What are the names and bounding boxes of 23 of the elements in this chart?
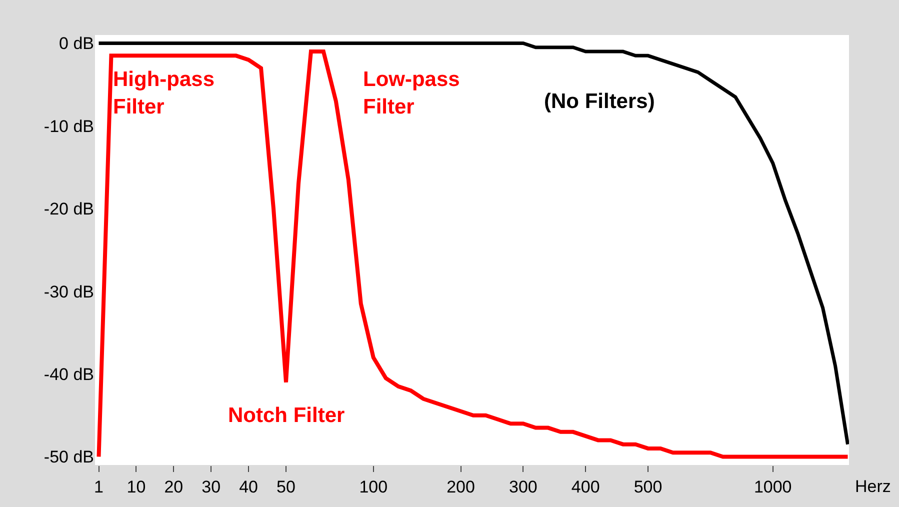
x-tick-label: 30 bbox=[202, 477, 221, 496]
x-tick-label: 400 bbox=[571, 477, 600, 496]
x-tick-label: 500 bbox=[634, 477, 662, 496]
annotation: (No Filters) bbox=[544, 90, 655, 113]
x-tick-label: 100 bbox=[359, 477, 388, 496]
y-tick-label: 0 dB bbox=[59, 34, 94, 54]
annotation: Low-pass Filter bbox=[363, 68, 460, 118]
x-tick-label: 20 bbox=[164, 477, 184, 496]
y-tick-label: -40 dB bbox=[44, 364, 94, 384]
annotation: Notch Filter bbox=[228, 404, 345, 427]
annotation: High-pass Filter bbox=[113, 68, 215, 118]
x-tick-label: 40 bbox=[239, 477, 258, 496]
y-tick-label: -10 dB bbox=[44, 116, 94, 136]
y-tick-label: -30 dB bbox=[44, 282, 94, 302]
x-axis-title: Herz bbox=[855, 477, 891, 496]
x-tick-label: 1 bbox=[94, 477, 104, 496]
y-tick-label: -20 dB bbox=[44, 200, 94, 219]
x-tick-label: 1000 bbox=[754, 477, 792, 496]
x-tick-label: 10 bbox=[126, 477, 146, 496]
y-tick-label: -50 dB bbox=[44, 448, 94, 467]
x-tick-label: 50 bbox=[276, 477, 296, 496]
x-tick-label: 200 bbox=[446, 477, 475, 496]
x-tick-label: 300 bbox=[508, 477, 538, 496]
